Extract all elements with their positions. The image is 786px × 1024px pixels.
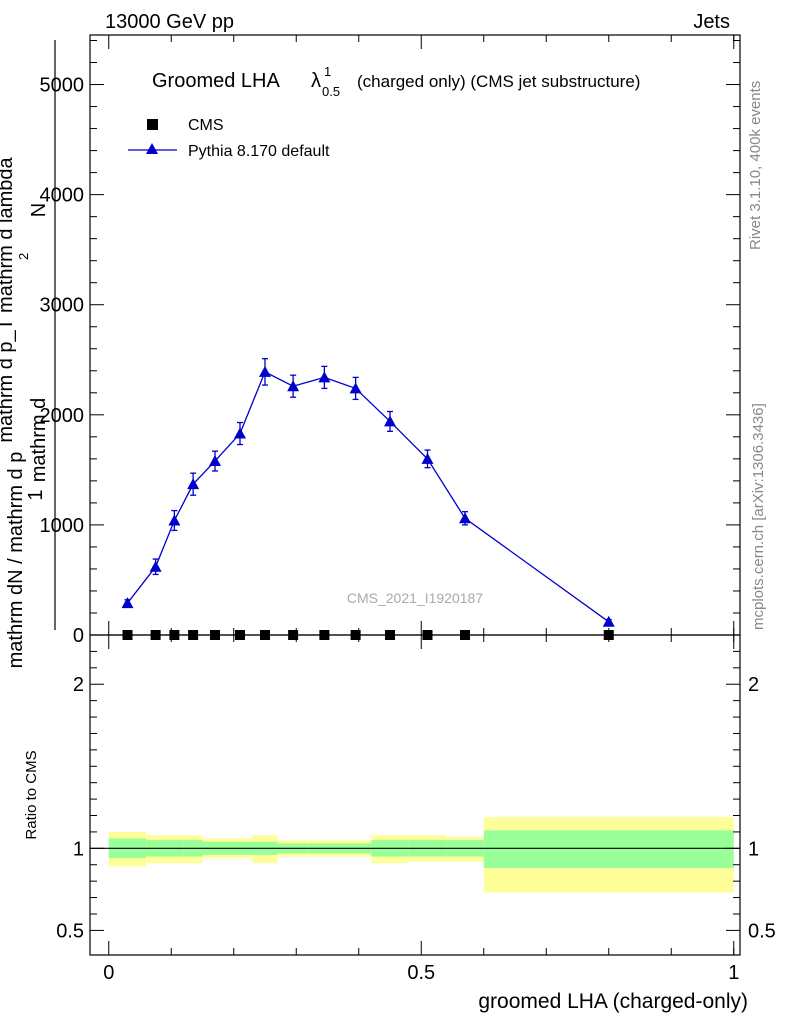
x-tick-label: 1 (728, 962, 739, 984)
pythia-series (121, 358, 615, 627)
cms-point (188, 630, 199, 640)
rivet-version-label: Rivet 3.1.10, 400k events (747, 81, 764, 250)
cms-point (422, 630, 433, 640)
main-y-tick-label: 2000 (40, 405, 85, 427)
main-y-tick-label: 5000 (40, 75, 85, 97)
cms-series (122, 630, 614, 640)
pythia-point (318, 371, 331, 383)
main-y-axis-ticks: 0 1000 2000 3000 4000 5000 (40, 35, 740, 647)
cms-point (235, 630, 245, 640)
ratio-y-tick-label-right: 2 (748, 674, 759, 696)
legend-cms-label: CMS (188, 117, 224, 134)
ratio-bands (90, 817, 740, 893)
ratio-y-tick-label-right: 0.5 (748, 920, 776, 942)
pythia-point (187, 478, 200, 490)
x-tick-label: 0.5 (407, 962, 435, 984)
legend: CMS Pythia 8.170 default (128, 117, 330, 160)
pythia-point (421, 452, 434, 464)
cms-point (350, 630, 361, 640)
ratio-axis-ticks: 0.5 0.5 1 1 2 2 0 0.5 1 (56, 635, 776, 984)
pythia-point (287, 380, 300, 392)
main-y-tick-label: 3000 (40, 295, 85, 317)
y-label-denominator: mathrm d p_T mathrm d lambda (0, 156, 17, 442)
pythia-point (209, 455, 221, 467)
cms-point (260, 630, 270, 640)
title-subscript: 0.5 (322, 84, 340, 99)
main-y-tick-label: 1000 (40, 515, 85, 537)
main-y-axis-label: mathrm d 2 N mathrm d p_T mathrm d lambd… (0, 40, 56, 669)
title-main: Groomed LHA (152, 70, 280, 92)
ratio-y-axis-label: Ratio to CMS (23, 750, 40, 839)
pythia-point (149, 560, 162, 572)
legend-pythia-label: Pythia 8.170 default (188, 143, 330, 160)
cms-point (319, 630, 330, 640)
pythia-point (602, 615, 615, 627)
main-y-tick-label: 4000 (40, 185, 85, 207)
pythia-point (234, 427, 246, 439)
y-label-prefix-num: 1 (25, 489, 47, 500)
pythia-point (459, 512, 471, 524)
cms-point (288, 630, 299, 640)
x-axis-label: groomed LHA (charged-only) (478, 990, 748, 1013)
title-suffix: (charged only) (CMS jet substructure) (357, 72, 640, 91)
cms-point (122, 630, 133, 640)
cms-point (210, 630, 220, 640)
legend-pythia-marker (146, 143, 158, 154)
main-y-tick-label: 0 (73, 625, 84, 647)
pythia-point (259, 365, 271, 377)
y-label-numerator-sup: 2 (16, 253, 31, 260)
cms-point (460, 630, 470, 640)
ratio-y-tick-label: 0.5 (56, 920, 84, 942)
stat-band-13 (483, 830, 734, 869)
cms-point (169, 630, 180, 640)
ratio-y-tick-label-right: 1 (748, 838, 759, 860)
cms-point (603, 630, 614, 640)
plot-title: Groomed LHA λ 1 0.5 (charged only) (CMS … (152, 64, 640, 99)
y-label-numerator: mathrm d (28, 398, 50, 482)
cms-point (150, 630, 161, 640)
ratio-plot-frame (89, 634, 741, 956)
y-label-prefix-den: mathrm dN / mathrm d p (5, 452, 27, 669)
ratio-y-tick-label: 1 (73, 838, 84, 860)
mcplots-label: mcplots.cern.ch [arXiv:1306.3436] (750, 403, 767, 630)
pythia-point (384, 415, 396, 427)
title-superscript: 1 (324, 64, 331, 79)
title-lambda: λ (311, 70, 321, 92)
pythia-point (121, 597, 134, 609)
ratio-y-tick-label: 2 (73, 674, 84, 696)
header-energy-label: 13000 GeV pp (105, 11, 234, 33)
y-label-numerator-n: N (28, 203, 50, 217)
x-tick-label: 0 (103, 962, 114, 984)
pythia-line (126, 370, 610, 623)
header-jets-label: Jets (693, 11, 730, 33)
pythia-point (349, 382, 362, 394)
analysis-watermark: CMS_2021_I1920187 (347, 590, 483, 606)
legend-cms-marker (147, 119, 158, 130)
pythia-point (168, 514, 181, 526)
cms-point (385, 630, 395, 640)
